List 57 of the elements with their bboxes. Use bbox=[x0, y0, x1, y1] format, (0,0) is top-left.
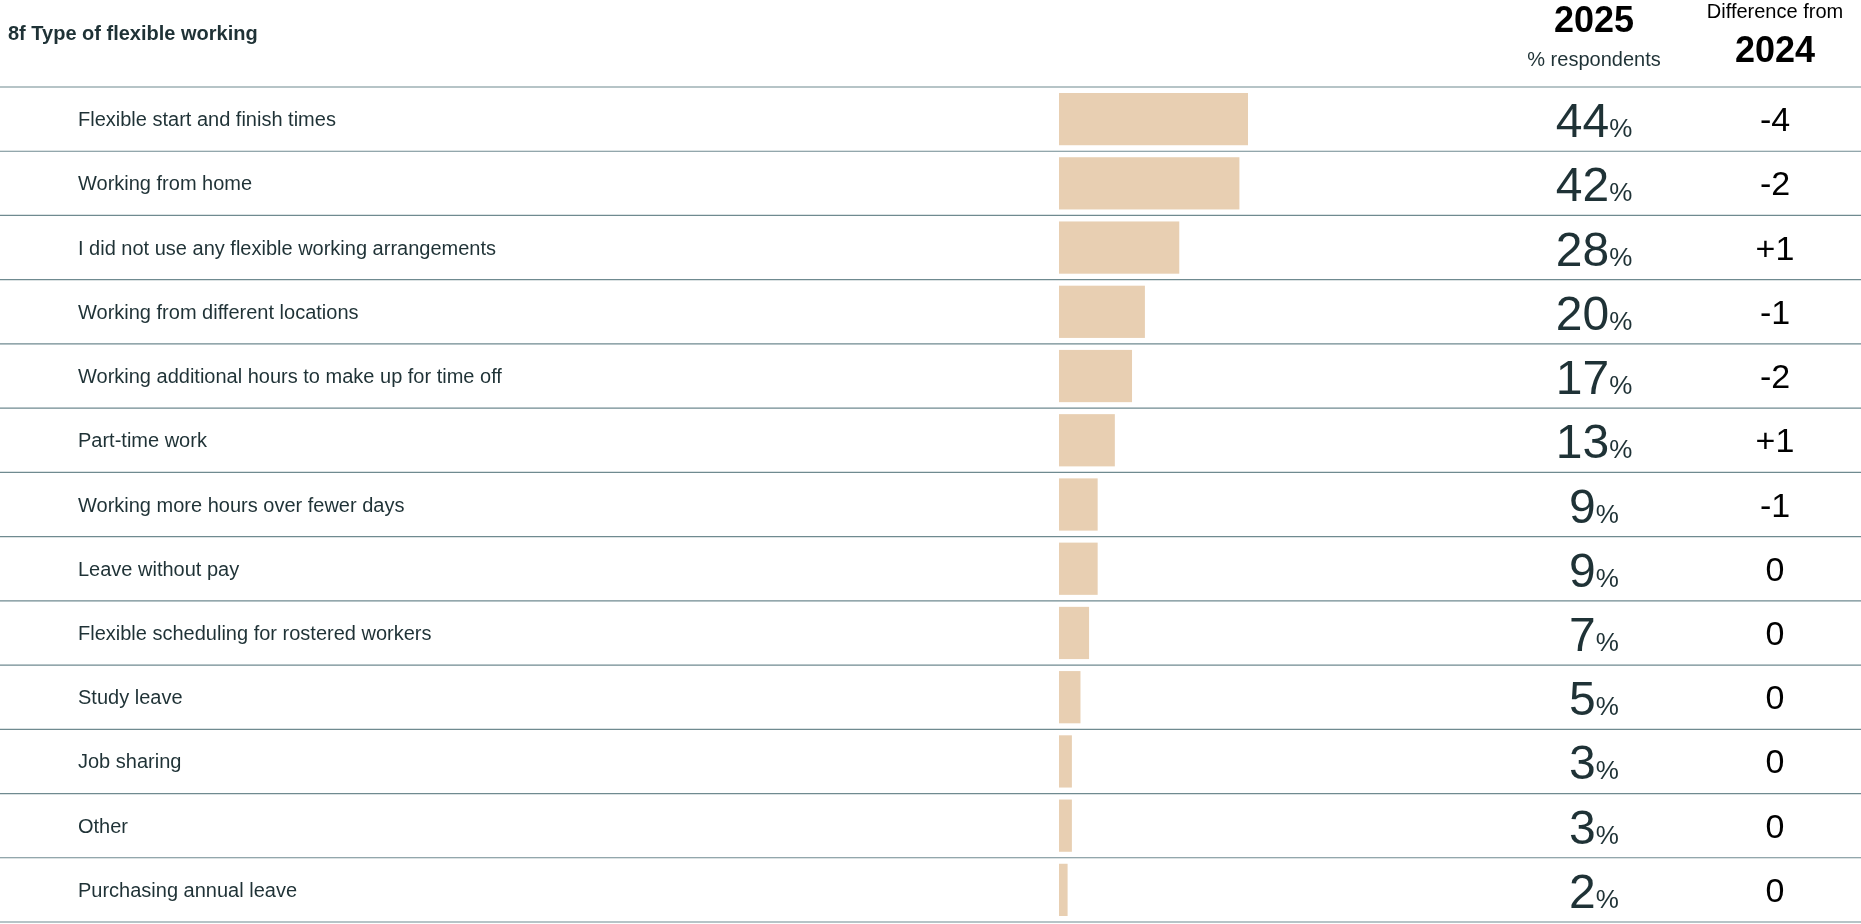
text: 0 bbox=[1765, 870, 1785, 909]
bar bbox=[1059, 478, 1098, 531]
text: +1 bbox=[1755, 228, 1795, 267]
bar bbox=[1059, 285, 1145, 338]
y-tick-label: Working additional hours to make up for time off bbox=[78, 365, 503, 388]
text: % respondents bbox=[1527, 48, 1661, 70]
text: -4 bbox=[1759, 100, 1791, 139]
data-label: 20% bbox=[1555, 286, 1633, 340]
y-tick-label: Working from home bbox=[78, 172, 253, 195]
text: 0 bbox=[1765, 742, 1785, 781]
data-label: 28% bbox=[1555, 222, 1633, 276]
text: +1 bbox=[1755, 421, 1795, 460]
data-label: 9% bbox=[1569, 543, 1619, 597]
text: -2 bbox=[1759, 357, 1791, 396]
bar bbox=[1059, 542, 1098, 595]
text: 0 bbox=[1765, 613, 1785, 652]
text: 2024 bbox=[1734, 29, 1816, 70]
data-label: 17% bbox=[1555, 351, 1633, 405]
text: Difference from bbox=[1706, 0, 1844, 22]
text: 0 bbox=[1765, 678, 1785, 717]
text: -1 bbox=[1759, 292, 1791, 331]
y-tick-label: Part-time work bbox=[78, 429, 208, 452]
y-tick-label: I did not use any flexible working arrangements bbox=[78, 236, 497, 259]
data-label: 44% bbox=[1555, 94, 1633, 148]
y-tick-label: Study leave bbox=[78, 686, 183, 709]
data-label: 42% bbox=[1555, 158, 1633, 212]
text: 2025 bbox=[1553, 0, 1635, 40]
data-label: 2% bbox=[1569, 864, 1619, 918]
data-label: 13% bbox=[1555, 415, 1633, 469]
y-tick-label: Other bbox=[78, 814, 129, 837]
bar bbox=[1059, 606, 1090, 660]
text: -2 bbox=[1759, 164, 1791, 203]
text: -1 bbox=[1759, 485, 1791, 524]
bar bbox=[1059, 93, 1248, 146]
bar bbox=[1059, 157, 1240, 210]
bar bbox=[1059, 349, 1133, 403]
bar bbox=[1059, 799, 1072, 852]
text: 8f Type of flexible working bbox=[8, 22, 258, 44]
bar bbox=[1059, 221, 1180, 274]
data-label: 9% bbox=[1569, 479, 1619, 533]
text: 0 bbox=[1765, 549, 1785, 588]
bar bbox=[1059, 863, 1068, 916]
y-tick-label: Flexible start and finish times bbox=[78, 108, 336, 131]
bar bbox=[1059, 414, 1115, 467]
data-label: 3% bbox=[1569, 736, 1619, 790]
data-label: 3% bbox=[1569, 800, 1619, 854]
y-tick-label: Working more hours over fewer days bbox=[78, 493, 405, 516]
y-tick-label: Purchasing annual leave bbox=[78, 878, 298, 901]
data-label: 5% bbox=[1569, 672, 1619, 726]
text: 0 bbox=[1765, 806, 1785, 845]
y-tick-label: Job sharing bbox=[78, 750, 182, 773]
data-label: 7% bbox=[1569, 607, 1619, 661]
bar bbox=[1059, 735, 1072, 788]
y-tick-label: Flexible scheduling for rostered workers bbox=[78, 621, 432, 644]
bar bbox=[1059, 671, 1081, 724]
y-tick-label: Working from different locations bbox=[78, 300, 359, 323]
y-tick-label: Leave without pay bbox=[78, 557, 240, 580]
